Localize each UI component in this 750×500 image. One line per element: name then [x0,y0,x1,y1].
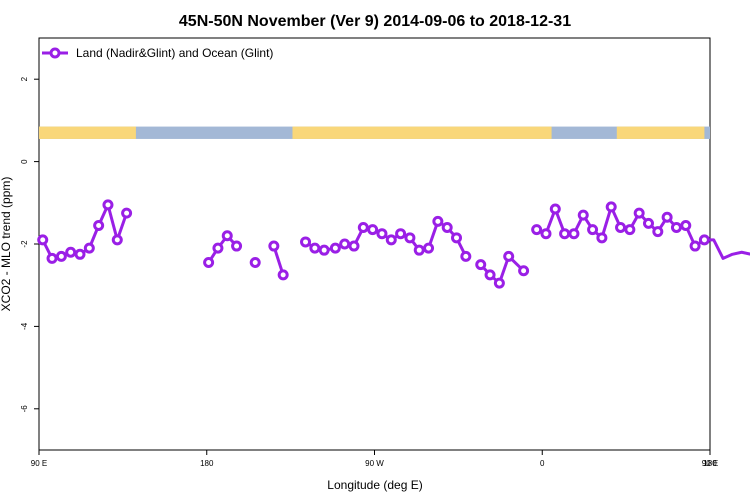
chart-title: 45N-50N November (Ver 9) 2014-09-06 to 2… [179,13,571,30]
data-point [55,250,67,262]
data-point [441,222,453,234]
data-point [93,219,105,231]
data-point [652,226,664,238]
data-point [680,219,692,231]
data-point [624,224,636,236]
data-point [404,232,416,244]
data-point [221,230,233,242]
data-point [549,203,561,215]
data-point [661,211,673,223]
data-point [493,277,505,289]
land-band [292,126,552,139]
data-point [577,209,589,221]
data-point [698,234,710,246]
data-point [121,207,133,219]
legend-entry: Land (Nadir&Glint) and Ocean (Glint) [76,46,273,60]
data-point [633,207,645,219]
data-point [102,199,114,211]
y-tick-label: -4 [20,322,29,330]
x-tick-label: 90 E [702,459,718,468]
data-point [367,224,379,236]
data-point [451,232,463,244]
data-point [413,244,425,256]
data-point [318,244,330,256]
data-point [37,234,49,246]
data-point [74,248,86,260]
data-point [518,265,530,277]
series-line [207,234,238,264]
data-point [277,269,289,281]
data-point [376,228,388,240]
data-point [231,240,243,252]
data-point [596,232,608,244]
x-tick-label: 90 W [365,459,384,468]
data-point [65,246,77,258]
plot-frame [38,37,711,451]
x-tick-label: 180 [200,459,214,468]
data-point [395,228,407,240]
data-point [615,222,627,234]
y-tick-label: 0 [20,159,29,164]
x-tick-label: 90 E [31,459,47,468]
data-point [111,234,123,246]
data-point [357,222,369,234]
land-ocean-strip [39,126,710,139]
y-axis: 2 0 -2 -4 -6 [20,76,39,412]
data-point [83,242,95,254]
x-tick-label: 0 [540,459,545,468]
data-point [46,252,58,264]
data-point [423,242,435,254]
land-band [616,126,705,139]
series-layer [37,199,750,289]
legend: Land (Nadir&Glint) and Ocean (Glint) [42,46,273,60]
data-point [475,259,487,271]
data-point [484,269,496,281]
y-tick-label: 2 [20,76,29,81]
data-point [689,240,701,252]
y-axis-label: XCO2 - MLO trend (ppm) [0,177,13,312]
data-point [385,234,397,246]
data-point [249,257,261,269]
data-point [329,242,341,254]
data-point [432,215,444,227]
data-point [460,250,472,262]
data-point [203,257,215,269]
data-point [339,238,351,250]
land-band [39,126,136,139]
data-point [642,217,654,229]
data-point [587,224,599,236]
x-tick-label: 180 [703,459,717,468]
data-point [309,242,321,254]
legend-marker [49,47,61,59]
data-point [300,236,312,248]
data-point [268,240,280,252]
data-point [605,201,617,213]
data-point [531,224,543,236]
data-point [348,240,360,252]
data-point [212,242,224,254]
data-point [559,228,571,240]
data-point [670,222,682,234]
y-tick-label: -6 [20,405,29,413]
data-point [503,250,515,262]
data-point [568,228,580,240]
data-point [540,228,552,240]
y-tick-label: -2 [20,240,29,248]
x-axis-label: Longitude (deg E) [327,478,422,492]
